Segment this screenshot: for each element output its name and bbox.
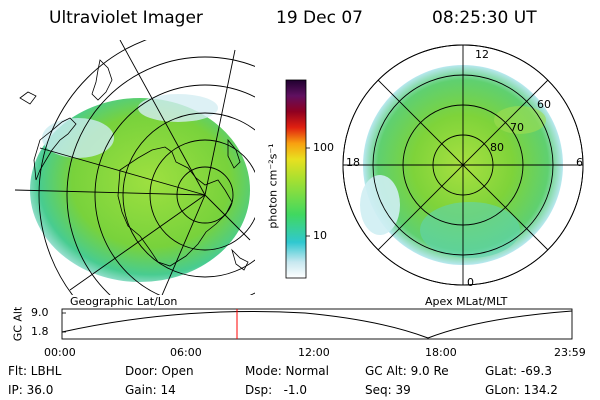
altitude-plot: [61, 308, 573, 340]
geographic-caption: Geographic Lat/Lon: [70, 295, 178, 308]
mlt-label-12: 12: [475, 48, 489, 61]
lon-grid: [14, 40, 251, 295]
altitude-xtick-0: 00:00: [44, 346, 76, 359]
altitude-xtick-3: 18:00: [425, 346, 457, 359]
colorbar-label: photon cm⁻²s⁻¹: [266, 143, 280, 229]
status-mode: Mode: Normal: [245, 364, 329, 378]
lat-label-70: 70: [510, 121, 524, 134]
time-label: 08:25:30 UT: [432, 8, 537, 28]
lat-label-80: 80: [490, 141, 504, 154]
status-glat: GLat: -69.3: [485, 364, 552, 378]
coastlines: [19, 59, 249, 271]
mlt-label-0: 0: [467, 276, 474, 289]
mlt-label-6: 6: [576, 156, 583, 169]
altitude-ylabel: GC Alt: [11, 306, 25, 342]
status-gc-alt: GC Alt: 9.0 Re: [365, 364, 449, 378]
mlat-mlt-map: [342, 44, 584, 286]
altitude-ytick-max: 9.0: [31, 306, 49, 319]
altitude-ytick-min: 1.8: [31, 325, 49, 338]
status-door: Door: Open: [125, 364, 194, 378]
colorbar-tick-100: 100: [313, 141, 334, 154]
date-label: 19 Dec 07: [276, 8, 363, 28]
geographic-map: [14, 40, 255, 295]
altitude-xtick-2: 12:00: [298, 346, 330, 359]
mlt-label-18: 18: [346, 156, 360, 169]
status-ip: IP: 36.0: [8, 383, 54, 397]
lat-grid: [38, 40, 255, 295]
mlt-grid: [343, 45, 583, 285]
status-filter: Flt: LBHL: [8, 364, 62, 378]
altitude-xtick-1: 06:00: [170, 346, 202, 359]
mlt-caption: Apex MLat/MLT: [425, 295, 508, 308]
status-gain: Gain: 14: [125, 383, 176, 397]
colorbar-tick-10: 10: [313, 229, 327, 242]
status-glon: GLon: 134.2: [485, 383, 558, 397]
status-dsp: Dsp: -1.0: [245, 383, 308, 397]
colorbar: [285, 79, 307, 279]
status-seq: Seq: 39: [365, 383, 411, 397]
instrument-title: Ultraviolet Imager: [49, 8, 203, 28]
altitude-xtick-4: 23:59: [554, 346, 586, 359]
lat-label-60: 60: [537, 98, 551, 111]
